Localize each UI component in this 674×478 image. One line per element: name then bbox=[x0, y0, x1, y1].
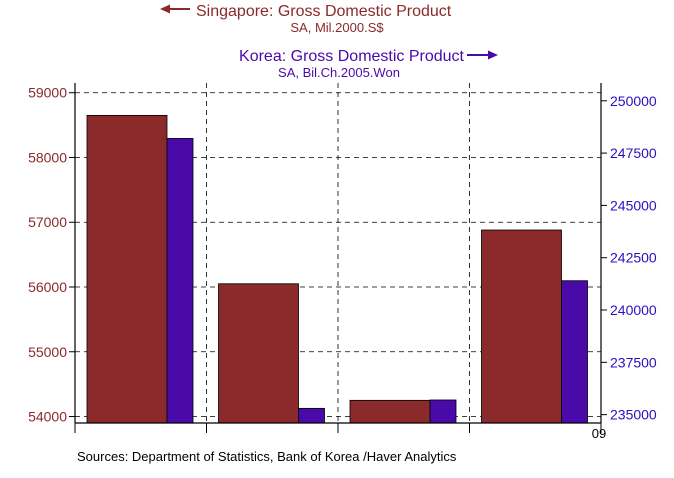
left-tick-label-5: 59000 bbox=[28, 85, 67, 101]
legend-singapore-subtitle: SA, Mil.2000.S$ bbox=[290, 20, 384, 35]
bar-singapore-Q3 bbox=[349, 399, 431, 424]
legend-korea-subtitle: SA, Bil.Ch.2005.Won bbox=[278, 65, 400, 80]
x-tick-label: 09 bbox=[592, 426, 606, 441]
legend-korea-arrow-head bbox=[488, 50, 498, 60]
bar-singapore-Q4 bbox=[481, 229, 562, 424]
legend-korea-title: Korea: Gross Domestic Product bbox=[239, 48, 465, 65]
right-tick-label-4: 245000 bbox=[610, 197, 657, 213]
bar-korea-Q2 bbox=[298, 407, 325, 424]
right-tick-label-3: 242500 bbox=[610, 250, 657, 266]
bar-singapore-Q2 bbox=[218, 283, 299, 424]
legend-singapore-title: Singapore: Gross Domestic Product bbox=[196, 3, 452, 20]
bars bbox=[86, 114, 588, 424]
source-note: Sources: Department of Statistics, Bank … bbox=[77, 449, 457, 464]
right-tick-label-6: 250000 bbox=[610, 93, 657, 109]
left-tick-label-1: 55000 bbox=[28, 344, 67, 360]
right-tick-label-2: 240000 bbox=[610, 302, 657, 318]
legend-singapore: Singapore: Gross Domestic Product SA, Mi… bbox=[160, 3, 452, 35]
legend-korea: Korea: Gross Domestic Product SA, Bil.Ch… bbox=[239, 48, 498, 80]
right-tick-label-1: 237500 bbox=[610, 354, 657, 370]
left-tick-label-3: 57000 bbox=[28, 214, 67, 230]
legend-singapore-arrow-head bbox=[160, 4, 170, 14]
bar-korea-Q3 bbox=[429, 399, 457, 424]
right-axis: 235000 237500 240000 242500 245000 247500 2500… bbox=[601, 93, 657, 423]
bar-korea-Q4 bbox=[561, 280, 588, 424]
axes bbox=[74, 83, 602, 433]
right-tick-label-0: 235000 bbox=[610, 407, 657, 423]
bar-korea-Q1 bbox=[166, 138, 194, 424]
left-axis: 54000 55000 56000 57000 58000 59000 bbox=[28, 85, 75, 425]
right-tick-label-5: 247500 bbox=[610, 145, 657, 161]
left-tick-label-0: 54000 bbox=[28, 409, 67, 425]
left-tick-label-4: 58000 bbox=[28, 149, 67, 165]
left-tick-label-2: 56000 bbox=[28, 279, 67, 295]
gridlines bbox=[75, 83, 601, 423]
bar-singapore-Q1 bbox=[86, 114, 168, 424]
